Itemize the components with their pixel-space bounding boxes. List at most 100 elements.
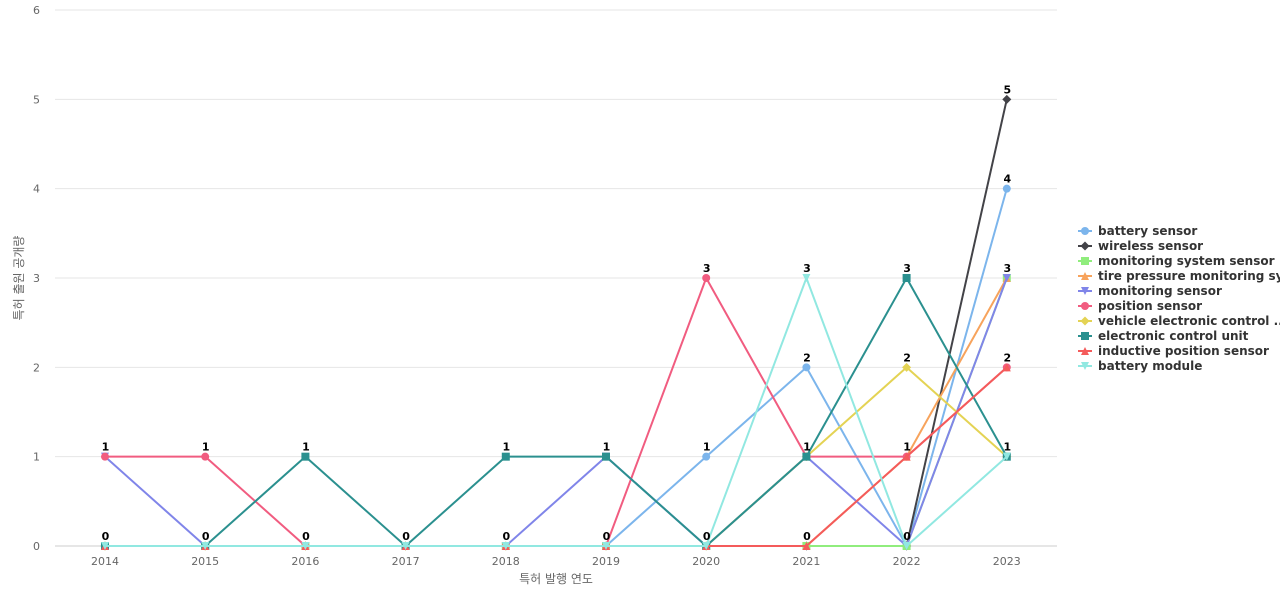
legend-item[interactable]: tire pressure monitoring sy... <box>1078 269 1280 283</box>
data-point <box>702 274 711 282</box>
gridlines <box>55 9 1057 547</box>
data-point <box>1002 184 1011 193</box>
data-point <box>201 452 210 461</box>
data-label: 2 <box>1003 351 1011 364</box>
data-label: 1 <box>102 441 110 454</box>
legend-item[interactable]: position sensor <box>1078 299 1202 313</box>
data-point <box>802 452 811 461</box>
legend-label: inductive position sensor <box>1098 344 1269 358</box>
legend-label: wireless sensor <box>1098 239 1203 253</box>
data-label: 0 <box>502 530 510 543</box>
legend-symbol <box>1081 257 1089 265</box>
data-point <box>902 452 911 461</box>
legend-label: vehicle electronic control ... <box>1098 314 1280 328</box>
data-label: 0 <box>402 530 410 543</box>
x-tick-label: 2015 <box>191 555 219 568</box>
data-point <box>602 542 610 550</box>
data-point <box>902 362 912 372</box>
legend-symbol <box>1081 362 1089 370</box>
series <box>101 274 1011 550</box>
data-label: 0 <box>202 530 210 543</box>
y-tick-label: 1 <box>33 451 40 464</box>
x-tick-label: 2019 <box>592 555 620 568</box>
series-line <box>104 277 1008 547</box>
y-tick-label: 4 <box>33 183 40 196</box>
data-label: 1 <box>502 441 510 454</box>
y-axis-title: 특허 출원 공개량 <box>12 236 26 321</box>
data-point <box>702 542 711 550</box>
legend-symbol <box>1081 272 1089 280</box>
data-label: 3 <box>803 262 811 275</box>
data-point <box>501 542 510 550</box>
series <box>101 274 1011 550</box>
legend-symbol <box>1080 241 1090 251</box>
series <box>101 274 1011 550</box>
data-point <box>802 542 811 550</box>
legend-symbol <box>1081 287 1089 295</box>
x-axis-ticks: 2014 2015 2016 2017 2018 2019 2020 2021 2022 2023 <box>91 555 1021 568</box>
legend-label: battery module <box>1098 359 1202 373</box>
x-tick-label: 2018 <box>492 555 520 568</box>
legend-item[interactable]: electronic control unit <box>1078 329 1249 343</box>
data-point <box>902 542 911 550</box>
y-tick-label: 5 <box>33 93 40 106</box>
x-tick-label: 2016 <box>291 555 319 568</box>
y-tick-label: 2 <box>33 361 40 374</box>
y-tick-label: 6 <box>33 4 40 17</box>
series-line <box>104 98 1008 547</box>
data-point <box>301 452 310 461</box>
data-point <box>401 542 410 550</box>
x-tick-label: 2017 <box>392 555 420 568</box>
legend-label: tire pressure monitoring sy... <box>1098 269 1280 283</box>
data-label: 1 <box>903 441 911 454</box>
x-tick-label: 2020 <box>692 555 720 568</box>
legend-item[interactable]: battery sensor <box>1078 224 1197 238</box>
data-label: 3 <box>703 262 711 275</box>
series-line <box>104 277 1008 547</box>
data-label: 0 <box>803 530 811 543</box>
legend-item[interactable]: battery module <box>1078 359 1202 373</box>
data-label: 0 <box>302 530 310 543</box>
legend-label: battery sensor <box>1098 224 1197 238</box>
legend-symbol <box>1081 227 1089 235</box>
legend-label: electronic control unit <box>1098 329 1249 343</box>
data-label: 2 <box>803 351 811 364</box>
data-label: 2 <box>903 351 911 364</box>
legend-item[interactable]: monitoring system sensor <box>1078 254 1275 268</box>
legend-symbol <box>1080 316 1090 326</box>
data-point <box>902 274 911 282</box>
data-point <box>1002 94 1012 104</box>
x-tick-label: 2014 <box>91 555 119 568</box>
data-point <box>602 452 610 461</box>
series-lines <box>100 94 1012 551</box>
x-tick-label: 2021 <box>792 555 820 568</box>
legend-item[interactable]: vehicle electronic control ... <box>1078 314 1280 328</box>
data-label: 1 <box>1003 441 1011 454</box>
series <box>101 274 1011 550</box>
data-label: 4 <box>1003 173 1011 186</box>
legend-symbol <box>1081 302 1089 310</box>
x-tick-label: 2022 <box>893 555 921 568</box>
data-point <box>1002 363 1011 372</box>
y-axis-ticks: 0 1 2 3 4 5 6 <box>33 4 40 553</box>
data-point <box>101 542 109 550</box>
series <box>101 274 1011 550</box>
series <box>100 94 1012 551</box>
data-point <box>1002 452 1011 461</box>
data-label: 5 <box>1003 83 1011 96</box>
y-tick-label: 0 <box>33 540 40 553</box>
data-point <box>501 452 510 461</box>
legend-label: monitoring system sensor <box>1098 254 1275 268</box>
series-line <box>104 277 1008 547</box>
x-tick-label: 2023 <box>993 555 1021 568</box>
data-label: 3 <box>1003 262 1011 275</box>
legend-item[interactable]: wireless sensor <box>1078 239 1203 253</box>
legend-item[interactable]: monitoring sensor <box>1078 284 1222 298</box>
series-line <box>104 277 1008 547</box>
data-label: 3 <box>903 262 911 275</box>
data-labels: 1 0 1 0 1 0 0 1 0 1 0 3 1 0 3 2 1 0 3 2 1 0 5 4 3 2 1 <box>102 83 1012 543</box>
data-point <box>802 274 811 282</box>
legend-item[interactable]: inductive position sensor <box>1078 344 1269 358</box>
